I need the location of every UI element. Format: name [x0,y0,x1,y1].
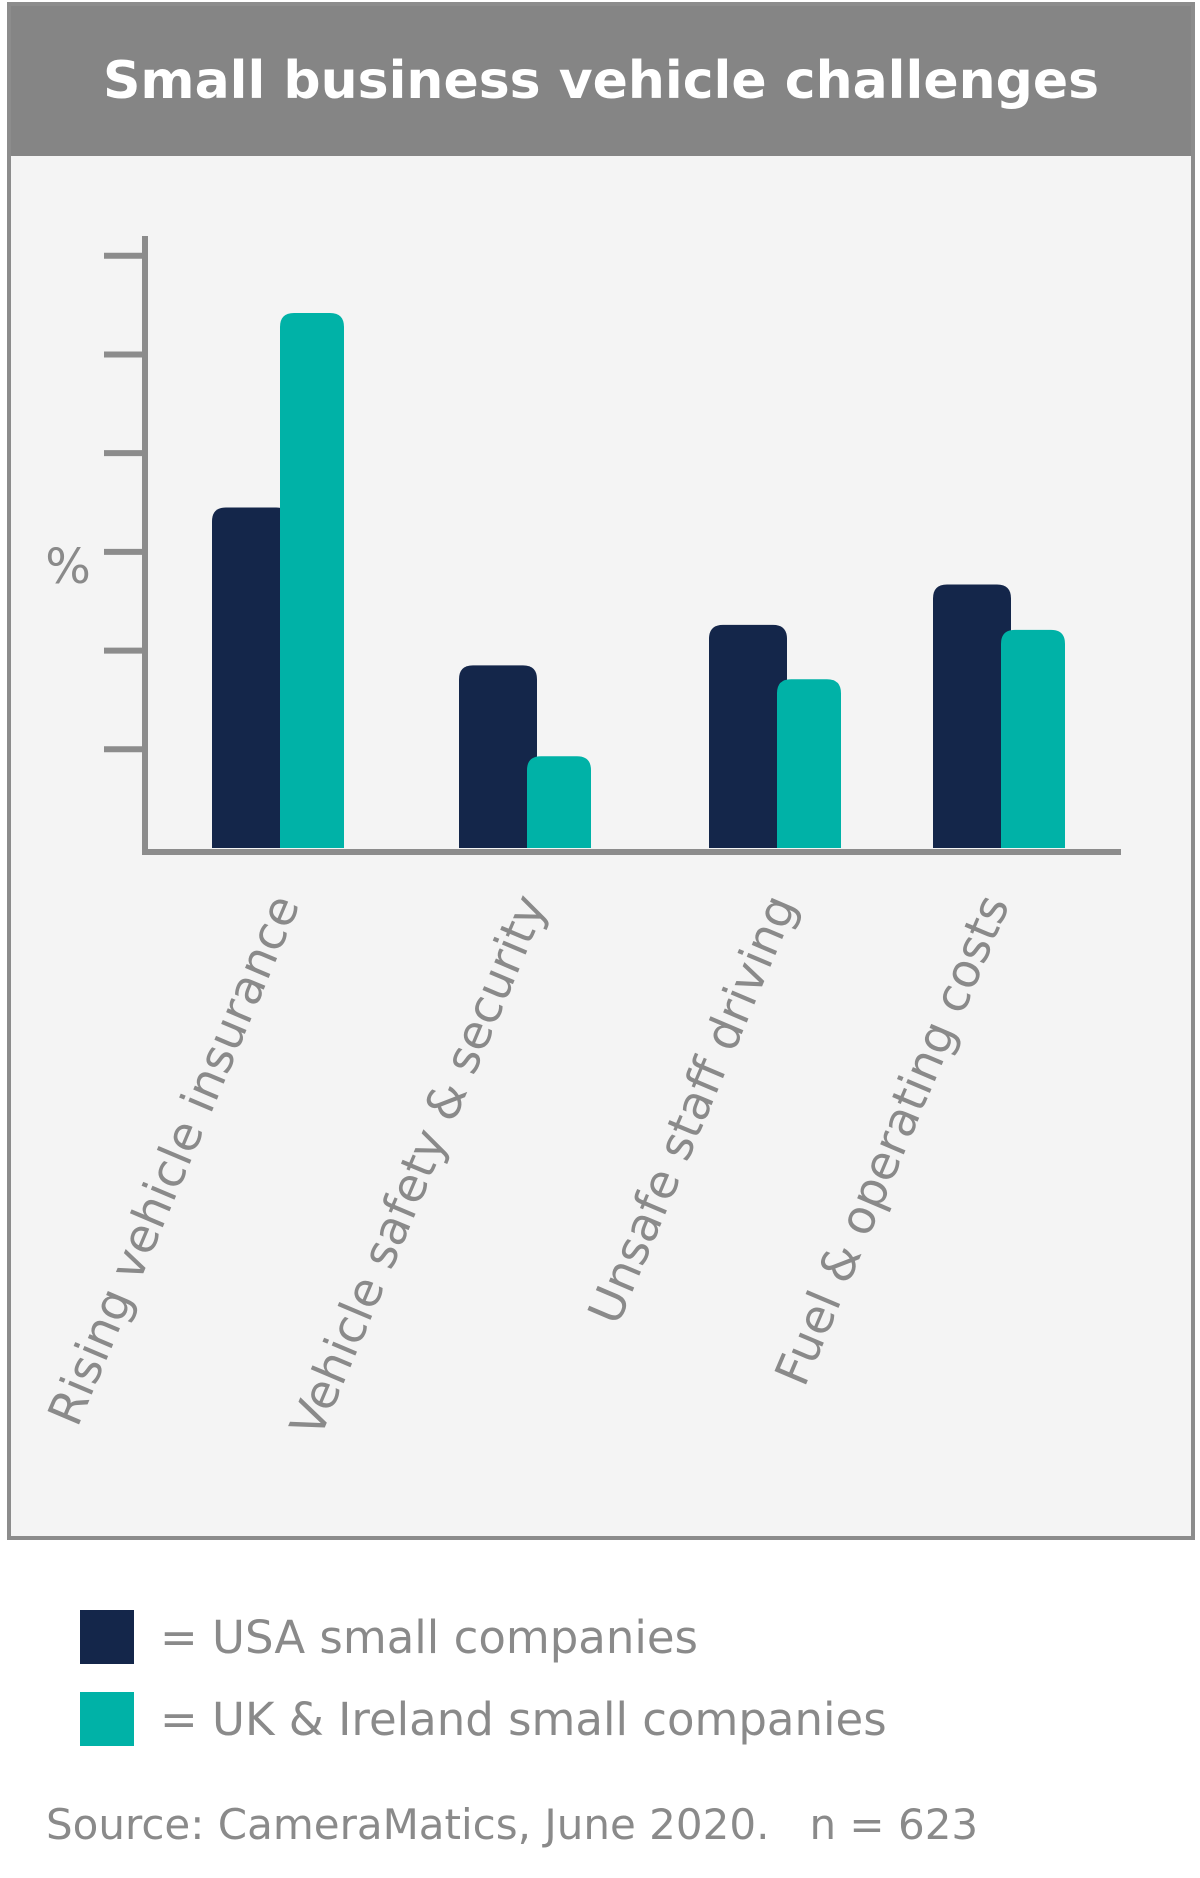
y-axis-label: % [45,539,91,595]
x-tick-label-1: Vehicle safety & security [280,887,558,1444]
legend-item-uk-ireland: = UK & Ireland small companies [80,1690,887,1748]
legend-label-usa: = USA small companies [160,1610,699,1664]
bar-uk-ireland-0 [280,312,344,849]
bar-uk-ireland-2 [777,679,841,848]
legend-swatch-usa [80,1610,134,1664]
x-tick-label-3: Fuel & operating costs [765,887,1021,1393]
bar-usa-1 [459,665,537,848]
bar-uk-ireland-3 [1001,629,1065,848]
title-bar: Small business vehicle challenges [11,6,1191,156]
bar-uk-ireland-1 [527,756,591,848]
bar-usa-0 [212,507,290,848]
y-axis-ticks [104,252,148,753]
x-tick-label-2: Unsafe staff driving [578,887,808,1332]
legend-label-uk-ireland: = UK & Ireland small companies [160,1692,887,1746]
source-note: Source: CameraMatics, June 2020. n = 623 [46,1800,979,1849]
legend-swatch-uk-ireland [80,1692,134,1746]
bar-usa-3 [933,584,1011,848]
x-tick-label-0: Rising vehicle insurance [38,887,311,1433]
bar-usa-2 [709,624,787,848]
chart-title: Small business vehicle challenges [102,51,1100,111]
legend-item-usa: = USA small companies [80,1608,887,1666]
legend: = USA small companies = UK & Ireland sma… [80,1608,887,1772]
y-axis: % [45,236,148,852]
bars [212,312,1065,849]
